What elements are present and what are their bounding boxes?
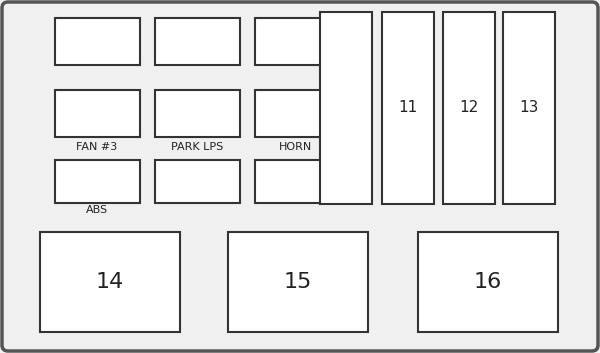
Bar	[255, 160, 335, 203]
Bar	[228, 232, 368, 332]
Text: FAN #3: FAN #3	[76, 142, 118, 152]
Bar	[418, 232, 558, 332]
Text: 16: 16	[474, 272, 502, 292]
Text: 15: 15	[284, 272, 312, 292]
Text: 13: 13	[520, 101, 539, 115]
Bar	[255, 90, 335, 137]
Bar	[55, 160, 140, 203]
Text: PARK LPS: PARK LPS	[171, 142, 223, 152]
Text: HORN: HORN	[278, 142, 311, 152]
Bar	[55, 18, 140, 65]
Bar	[255, 18, 335, 65]
Bar	[155, 90, 240, 137]
Bar	[155, 160, 240, 203]
Bar	[503, 12, 555, 204]
Bar	[443, 12, 495, 204]
Bar	[382, 12, 434, 204]
Bar	[55, 90, 140, 137]
Bar	[320, 12, 372, 204]
Text: 11: 11	[398, 101, 418, 115]
Bar	[40, 232, 180, 332]
Text: ABS: ABS	[86, 205, 108, 215]
Text: 12: 12	[460, 101, 479, 115]
Bar	[155, 18, 240, 65]
Text: 14: 14	[96, 272, 124, 292]
